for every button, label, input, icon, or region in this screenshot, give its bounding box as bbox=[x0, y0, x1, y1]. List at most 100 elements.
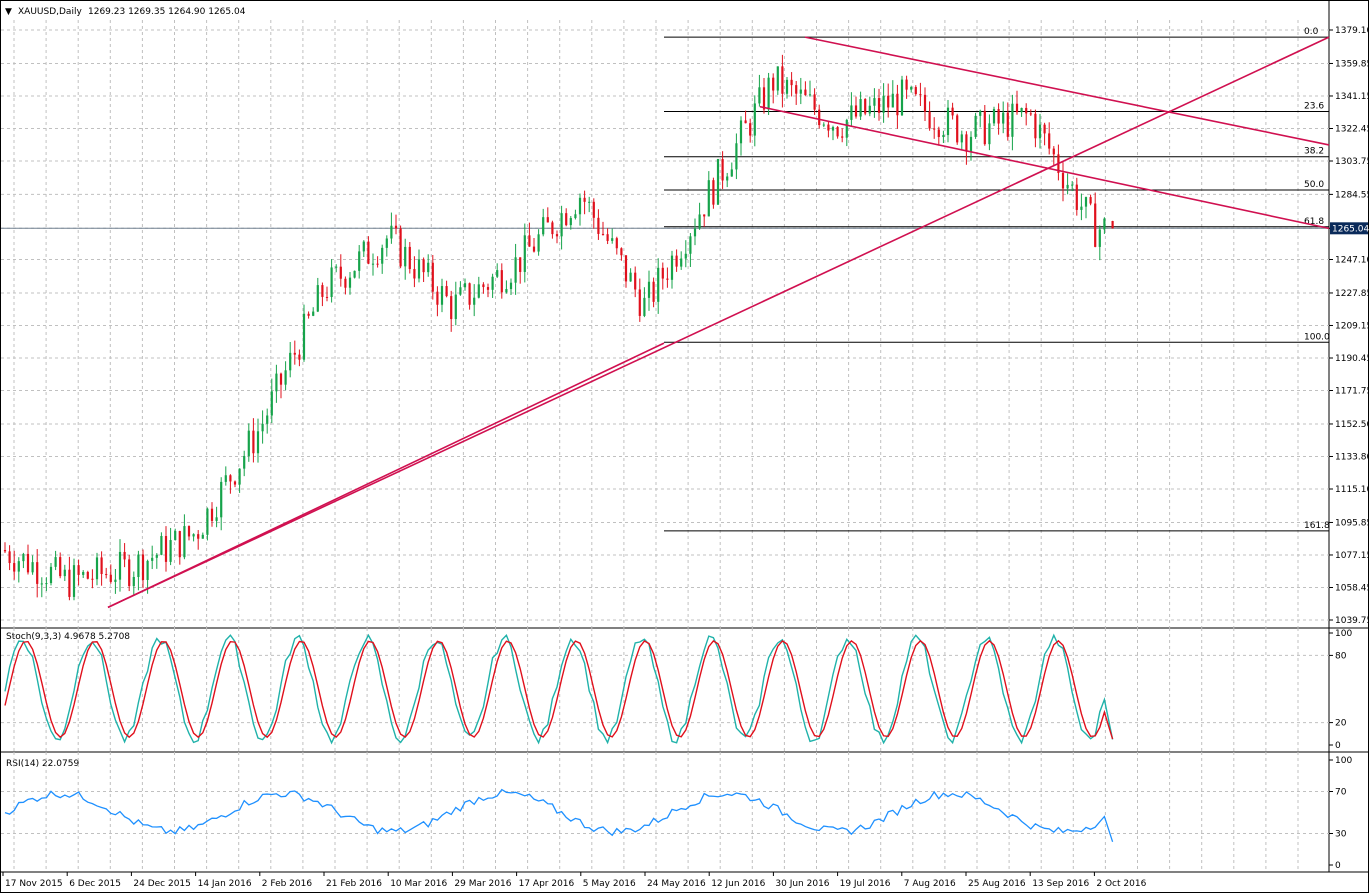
y-tick-label: 1341.15 bbox=[1335, 92, 1369, 102]
candle-body bbox=[427, 262, 430, 273]
candle-body bbox=[951, 107, 954, 116]
price-axis: 1379.10 1359.85 1341.15 1322.45 1303.75 1284.… bbox=[1329, 26, 1369, 871]
candle-body bbox=[1034, 113, 1037, 139]
candle-body bbox=[275, 373, 278, 392]
candle-body bbox=[712, 180, 715, 205]
candle-body bbox=[160, 536, 163, 555]
candle-body bbox=[496, 270, 499, 277]
candle-body bbox=[256, 431, 260, 454]
candle-body bbox=[95, 557, 99, 580]
candle-body bbox=[321, 285, 324, 297]
candle-body bbox=[514, 257, 517, 283]
candle-body bbox=[565, 213, 568, 226]
candle-body bbox=[841, 136, 844, 138]
candle-body bbox=[132, 577, 135, 587]
candle-body bbox=[252, 430, 255, 454]
candle-body bbox=[206, 508, 209, 535]
symbol-label: XAUUSD,Daily bbox=[18, 7, 82, 17]
candle-body bbox=[684, 253, 687, 259]
candle-body bbox=[8, 551, 11, 564]
candle-body bbox=[882, 95, 885, 113]
candle-body bbox=[82, 572, 85, 575]
candle-body bbox=[164, 536, 168, 562]
candle-body bbox=[992, 109, 996, 124]
candle-body bbox=[1103, 218, 1106, 230]
candle-body bbox=[436, 291, 439, 305]
candle-body bbox=[675, 255, 678, 267]
rsi-title: RSI(14) 22.0759 bbox=[6, 759, 79, 769]
candle-body bbox=[270, 391, 273, 416]
candle-body bbox=[726, 176, 729, 181]
candle-body bbox=[344, 278, 347, 288]
candle-body bbox=[45, 583, 48, 585]
header-arrow-icon[interactable]: ▼ bbox=[5, 7, 12, 17]
candle-body bbox=[417, 259, 421, 279]
candle-body bbox=[100, 557, 103, 575]
candle-body bbox=[385, 238, 388, 248]
candle-body bbox=[749, 123, 752, 136]
candle-body bbox=[118, 551, 122, 580]
candle-body bbox=[463, 283, 467, 288]
candle-body bbox=[887, 95, 890, 108]
y-tick-label: 1058.45 bbox=[1335, 583, 1369, 593]
fib-level-label: 23.6 bbox=[1304, 102, 1324, 112]
rsi-indicator bbox=[4, 788, 1114, 843]
trendlines[interactable] bbox=[107, 36, 1330, 609]
stoch-tick-label: 20 bbox=[1335, 719, 1347, 729]
x-tick-label: 19 Jul 2016 bbox=[840, 879, 891, 889]
x-tick-label: 24 Dec 2015 bbox=[133, 879, 191, 889]
y-tick-label: 1359.85 bbox=[1335, 59, 1369, 69]
candle-body bbox=[933, 128, 936, 130]
candle-body bbox=[210, 508, 214, 521]
candle-body bbox=[528, 235, 531, 247]
candle-body bbox=[1084, 197, 1088, 207]
candle-body bbox=[831, 127, 835, 131]
candle-body bbox=[348, 277, 352, 288]
candle-body bbox=[284, 370, 287, 385]
candle-body bbox=[592, 201, 595, 218]
trendline bbox=[759, 105, 1330, 230]
candle-body bbox=[615, 238, 618, 249]
candle-body bbox=[109, 574, 112, 582]
candle-body bbox=[1020, 107, 1023, 113]
x-tick-label: 24 May 2016 bbox=[647, 879, 706, 889]
x-tick-label: 30 Jun 2016 bbox=[775, 879, 829, 889]
candle-body bbox=[31, 562, 34, 573]
x-tick-label: 29 Mar 2016 bbox=[454, 879, 511, 889]
stoch-k-line bbox=[4, 633, 1114, 745]
trendline bbox=[804, 36, 1330, 146]
candle-body bbox=[1080, 206, 1083, 210]
candle-body bbox=[1048, 133, 1051, 149]
candle-body bbox=[376, 263, 379, 265]
candle-body bbox=[509, 282, 513, 290]
candle-body bbox=[523, 235, 526, 272]
candle-body bbox=[758, 87, 761, 104]
candle-body bbox=[312, 311, 315, 316]
candle-body bbox=[362, 241, 365, 252]
candle-body bbox=[776, 66, 779, 91]
fib-level-label: 61.8 bbox=[1304, 217, 1324, 227]
current-price-badge bbox=[1330, 222, 1368, 235]
x-tick-label: 21 Feb 2016 bbox=[326, 879, 382, 889]
candle-body bbox=[17, 561, 20, 572]
candle-body bbox=[1015, 103, 1019, 113]
candle-body bbox=[799, 89, 802, 94]
candle-body bbox=[790, 79, 793, 86]
y-tick-label: 1095.85 bbox=[1335, 518, 1369, 528]
candle-body bbox=[330, 267, 333, 298]
candle-body bbox=[413, 269, 416, 279]
x-tick-label: 7 Aug 2016 bbox=[904, 879, 956, 889]
candle-body bbox=[974, 115, 977, 137]
candle-body bbox=[302, 313, 306, 360]
candle-body bbox=[477, 284, 480, 298]
candle-body bbox=[569, 218, 572, 226]
candle-body bbox=[105, 574, 108, 576]
candle-body bbox=[174, 531, 177, 541]
candle-body bbox=[1038, 124, 1042, 139]
candle-body bbox=[629, 272, 632, 282]
candle-body bbox=[468, 283, 471, 305]
candle-body bbox=[1066, 184, 1069, 189]
candle-body bbox=[49, 566, 53, 584]
candle-body bbox=[22, 553, 25, 562]
